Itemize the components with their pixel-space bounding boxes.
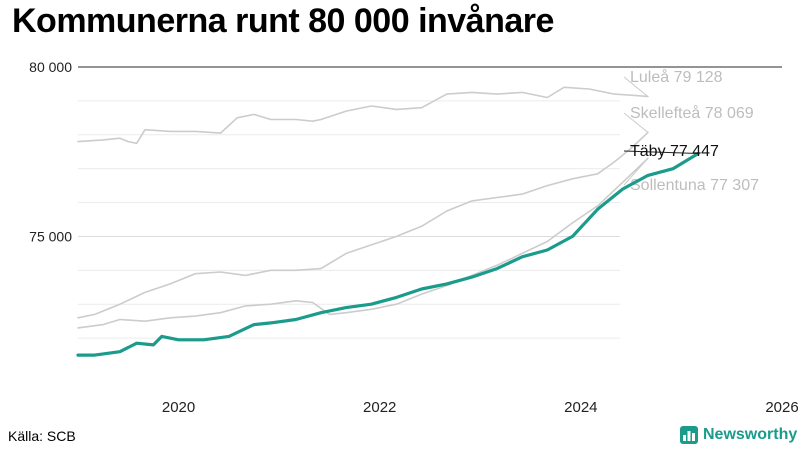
chart-logo-icon	[680, 426, 698, 444]
series-leader-line	[623, 76, 649, 97]
series-leader-line	[623, 112, 649, 133]
series-leader-line	[623, 157, 649, 186]
series-line-skellefteå	[77, 131, 649, 319]
y-tick-label: 75 000	[29, 228, 72, 244]
chart-title: Kommunerna runt 80 000 invånare	[12, 2, 554, 40]
series-line-täby	[76, 151, 700, 357]
series-label-skellefteå: Skellefteå 78 069	[630, 104, 754, 122]
series-leader-line	[623, 150, 699, 155]
source-label: Källa: SCB	[8, 428, 76, 444]
series-label-luleå: Luleå 79 128	[630, 68, 723, 86]
series-line-luleå	[77, 86, 649, 145]
series-line-sollentuna	[77, 157, 649, 329]
x-tick-label: 2022	[363, 399, 396, 416]
x-tick-label: 2024	[564, 399, 597, 416]
brand-logo[interactable]: Newsworthy	[680, 426, 797, 444]
y-tick-label: 80 000	[29, 59, 72, 75]
series-label-täby: Täby 77 447	[630, 143, 719, 160]
x-tick-label: 2020	[162, 399, 195, 416]
series-label-sollentuna: Sollentuna 77 307	[630, 177, 759, 194]
x-tick-label: 2026	[765, 399, 798, 416]
brand-name: Newsworthy	[703, 426, 798, 443]
